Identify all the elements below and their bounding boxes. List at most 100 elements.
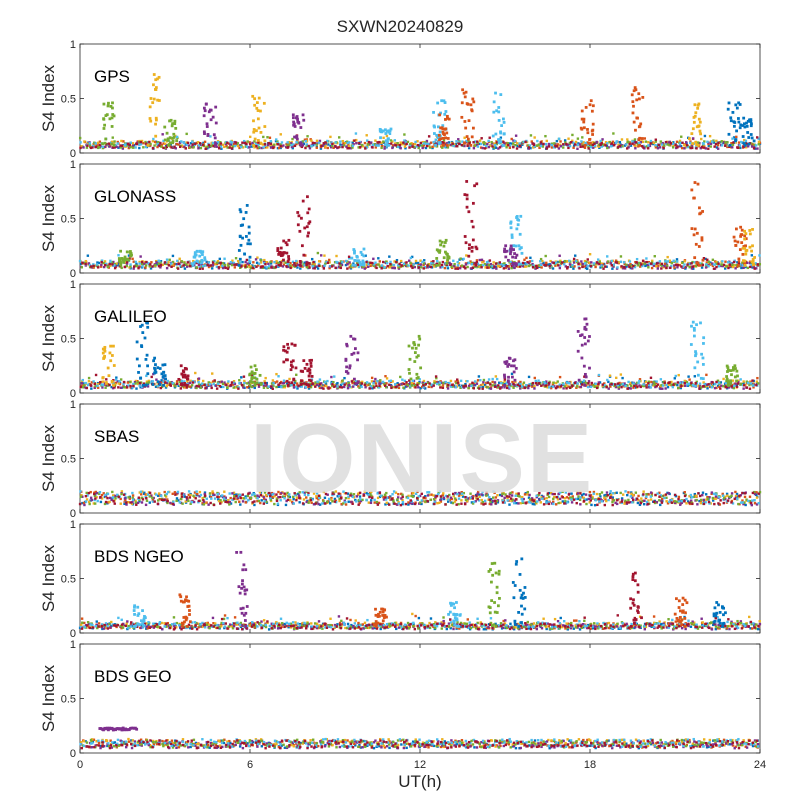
data-point — [255, 101, 259, 104]
data-point — [320, 144, 323, 148]
data-point — [513, 378, 517, 382]
data-point — [365, 263, 369, 267]
data-point — [550, 146, 554, 149]
data-point — [463, 235, 467, 238]
data-point — [352, 262, 355, 265]
data-point — [301, 140, 304, 143]
data-point — [282, 345, 286, 349]
data-point — [347, 141, 351, 144]
data-point — [226, 146, 229, 149]
data-point — [118, 259, 121, 262]
data-point — [280, 259, 284, 263]
data-point — [631, 142, 634, 145]
data-point — [307, 265, 311, 268]
data-point — [180, 260, 184, 263]
data-point — [528, 144, 532, 147]
data-point — [165, 266, 169, 270]
data-point — [627, 380, 630, 384]
data-point — [689, 146, 692, 150]
data-point — [470, 263, 474, 266]
data-point — [122, 384, 125, 387]
data-point — [740, 241, 744, 245]
data-point — [158, 383, 162, 386]
data-point — [572, 257, 576, 261]
data-point — [161, 263, 165, 266]
data-point — [424, 495, 427, 498]
data-point — [292, 497, 295, 501]
data-point — [118, 382, 122, 386]
data-point — [102, 265, 106, 269]
data-point — [253, 380, 256, 384]
data-point — [199, 146, 203, 150]
data-point — [722, 141, 726, 144]
data-point — [305, 362, 309, 366]
data-point — [284, 503, 288, 507]
data-point — [585, 260, 588, 264]
data-point — [211, 267, 214, 270]
data-point — [329, 135, 332, 139]
data-point — [750, 249, 753, 253]
data-point — [376, 379, 379, 383]
data-point — [156, 145, 159, 149]
data-point — [754, 144, 758, 147]
data-point — [128, 257, 131, 260]
data-point — [737, 260, 741, 263]
data-point — [93, 491, 96, 494]
data-point — [161, 363, 165, 367]
data-point — [123, 386, 126, 389]
data-point — [446, 146, 450, 149]
data-point — [125, 386, 129, 389]
data-point — [695, 143, 699, 147]
data-point — [724, 381, 728, 385]
data-point — [286, 342, 290, 346]
data-point — [717, 381, 721, 384]
data-point — [168, 141, 172, 145]
data-point — [696, 143, 700, 147]
data-point — [383, 128, 387, 132]
data-point — [408, 379, 411, 382]
data-point — [678, 145, 681, 148]
data-point — [185, 386, 188, 389]
data-point — [716, 379, 720, 382]
data-point — [527, 375, 531, 379]
data-point — [531, 142, 535, 145]
data-point — [148, 117, 152, 120]
data-point — [564, 141, 567, 144]
data-point — [102, 492, 105, 495]
data-point — [548, 265, 551, 268]
data-point — [178, 257, 181, 260]
data-point — [110, 261, 113, 264]
data-point — [715, 386, 718, 390]
data-point — [635, 116, 639, 120]
data-point — [567, 385, 570, 388]
data-point — [698, 499, 701, 503]
data-point — [287, 140, 291, 144]
data-point — [565, 384, 568, 387]
data-point — [245, 142, 248, 146]
data-point — [734, 367, 737, 370]
data-point — [304, 386, 307, 389]
data-point — [545, 380, 548, 383]
data-point — [574, 140, 578, 144]
data-point — [112, 383, 115, 387]
data-point — [211, 492, 215, 495]
data-point — [641, 140, 645, 144]
data-point — [394, 144, 397, 147]
data-point — [153, 144, 156, 147]
data-point — [252, 130, 256, 134]
data-point — [630, 264, 633, 267]
data-point — [195, 141, 199, 145]
data-point — [339, 383, 343, 387]
data-point — [693, 375, 697, 378]
data-point — [565, 381, 569, 384]
data-point — [203, 140, 207, 144]
data-point — [280, 251, 284, 255]
data-point — [144, 264, 148, 267]
data-point — [348, 364, 352, 368]
data-point — [262, 382, 265, 385]
data-point — [92, 266, 95, 269]
data-point — [523, 258, 526, 261]
data-point — [240, 265, 243, 268]
data-point — [310, 144, 313, 148]
data-point — [186, 374, 190, 378]
